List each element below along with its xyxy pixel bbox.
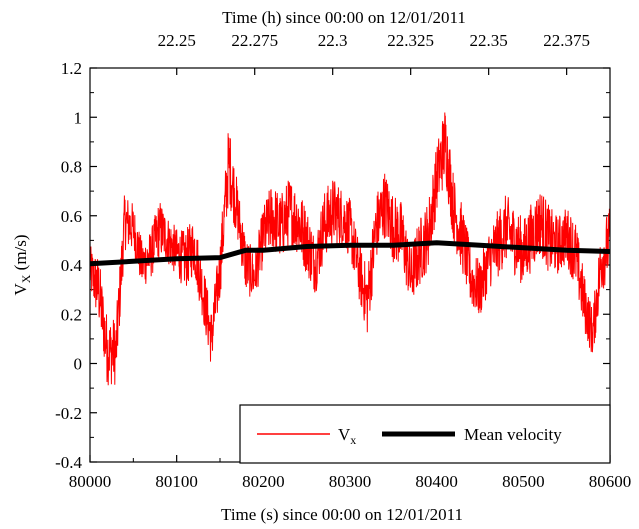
top-tick-label: 22.275: [231, 31, 278, 50]
top-tick-label: 22.325: [387, 31, 434, 50]
x-axis: 80000 80100 80200 80300 80400 80500 80600: [69, 455, 632, 491]
y-axis: -0.4 -0.2 0 0.2 0.4 0.6 0.8 1 1.2: [55, 59, 610, 472]
x-tick-label: 80100: [155, 472, 198, 491]
y-tick-label: -0.2: [55, 404, 82, 423]
y-tick-label: 0.6: [61, 207, 82, 226]
legend: Vx Mean velocity: [239, 404, 611, 464]
series-vx-line: [90, 112, 610, 386]
y-tick-label: 0.4: [61, 256, 83, 275]
top-tick-label: 22.35: [470, 31, 508, 50]
y-axis-title-main: V: [11, 283, 30, 296]
y-tick-label: 0: [74, 355, 83, 374]
plot-frame: [89, 67, 611, 463]
top-tick-label: 22.375: [543, 31, 590, 50]
legend-label-vx-main: V: [338, 425, 351, 444]
y-tick-label: 1: [74, 108, 83, 127]
top-axis: 22.25 22.275 22.3 22.325 22.35 22.375: [158, 31, 590, 75]
x-tick-label: 80200: [242, 472, 285, 491]
legend-label-vx: Vx: [338, 425, 356, 447]
x-axis-title: Time (s) since 00:00 on 12/01/2011: [221, 505, 463, 524]
series-mean-velocity-line: [90, 240, 610, 267]
y-tick-label: 0.2: [61, 305, 82, 324]
y-tick-label: 1.2: [61, 59, 82, 78]
top-tick-label: 22.25: [158, 31, 196, 50]
y-tick-label: -0.4: [55, 453, 82, 472]
x-tick-label: 80600: [589, 472, 632, 491]
y-axis-title: VX (m/s): [11, 234, 33, 295]
plot-area: [89, 67, 611, 463]
y-axis-title-unit: (m/s): [11, 234, 30, 274]
x-tick-label: 80400: [415, 472, 458, 491]
x-tick-label: 80500: [502, 472, 545, 491]
y-tick-label: 0.8: [61, 158, 82, 177]
x-tick-label: 80300: [329, 472, 372, 491]
top-tick-label: 22.3: [318, 31, 348, 50]
legend-label-mean: Mean velocity: [464, 425, 562, 444]
legend-label-vx-sub: x: [350, 433, 356, 447]
y-axis-title-sub: X: [19, 274, 33, 283]
x-tick-label: 80000: [69, 472, 112, 491]
top-axis-title: Time (h) since 00:00 on 12/01/2011: [222, 8, 466, 27]
